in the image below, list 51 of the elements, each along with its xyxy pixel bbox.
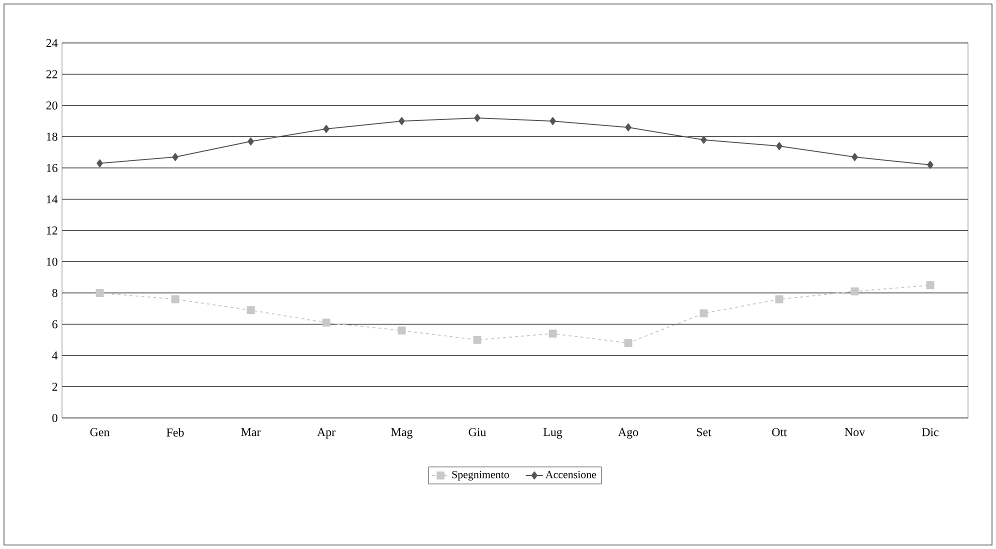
y-tick-label: 16: [46, 164, 58, 172]
point: [322, 318, 330, 327]
x-tick-label: Mag: [391, 428, 412, 439]
y-tick-label: 2: [52, 382, 58, 391]
x-tick-label: Set: [696, 428, 712, 436]
y-tick-label: 20: [46, 101, 58, 110]
point: [96, 159, 103, 168]
point: [776, 142, 782, 150]
point: [248, 137, 254, 146]
x-tick-label: Nov: [844, 428, 866, 436]
point: [548, 330, 557, 338]
y-tick-label: 4: [52, 352, 58, 360]
y-tick-label: 10: [46, 258, 58, 266]
point: [852, 153, 858, 162]
legend-label: Spegnimento: [452, 470, 509, 481]
point: [323, 124, 330, 133]
point: [246, 306, 255, 314]
point: [171, 295, 180, 304]
x-tick-label: Giu: [468, 428, 486, 436]
y-tick-label: 18: [46, 132, 58, 141]
point: [96, 288, 104, 297]
point: [550, 117, 556, 126]
x-tick-label: Ott: [772, 428, 787, 436]
point: [398, 326, 406, 334]
point: [473, 336, 482, 344]
y-tick-label: 8: [52, 288, 58, 298]
y-tick-label: 12: [46, 226, 58, 234]
legend-label: Accensione: [545, 470, 596, 478]
point: [700, 309, 708, 318]
x-tick-label: Mar: [241, 428, 261, 436]
point: [927, 160, 934, 169]
point: [474, 114, 480, 122]
x-tick-label: Ago: [618, 428, 638, 439]
x-tick-label: Lug: [543, 428, 562, 439]
point: [398, 117, 405, 126]
point: [625, 123, 632, 132]
y-tick-label: 0: [52, 414, 58, 422]
point: [850, 287, 859, 296]
y-tick-label: 22: [46, 70, 58, 78]
point: [172, 153, 178, 162]
x-tick-label: Gen: [90, 428, 110, 436]
point: [700, 136, 707, 144]
y-tick-label: 6: [52, 320, 58, 328]
point: [775, 295, 784, 304]
y-tick-label: 14: [46, 195, 58, 204]
x-tick-label: Apr: [317, 428, 336, 439]
point: [926, 281, 934, 290]
y-tick-label: 24: [46, 39, 58, 47]
x-tick-label: Dic: [922, 428, 939, 436]
x-tick-label: Feb: [166, 428, 184, 437]
point: [624, 338, 632, 347]
